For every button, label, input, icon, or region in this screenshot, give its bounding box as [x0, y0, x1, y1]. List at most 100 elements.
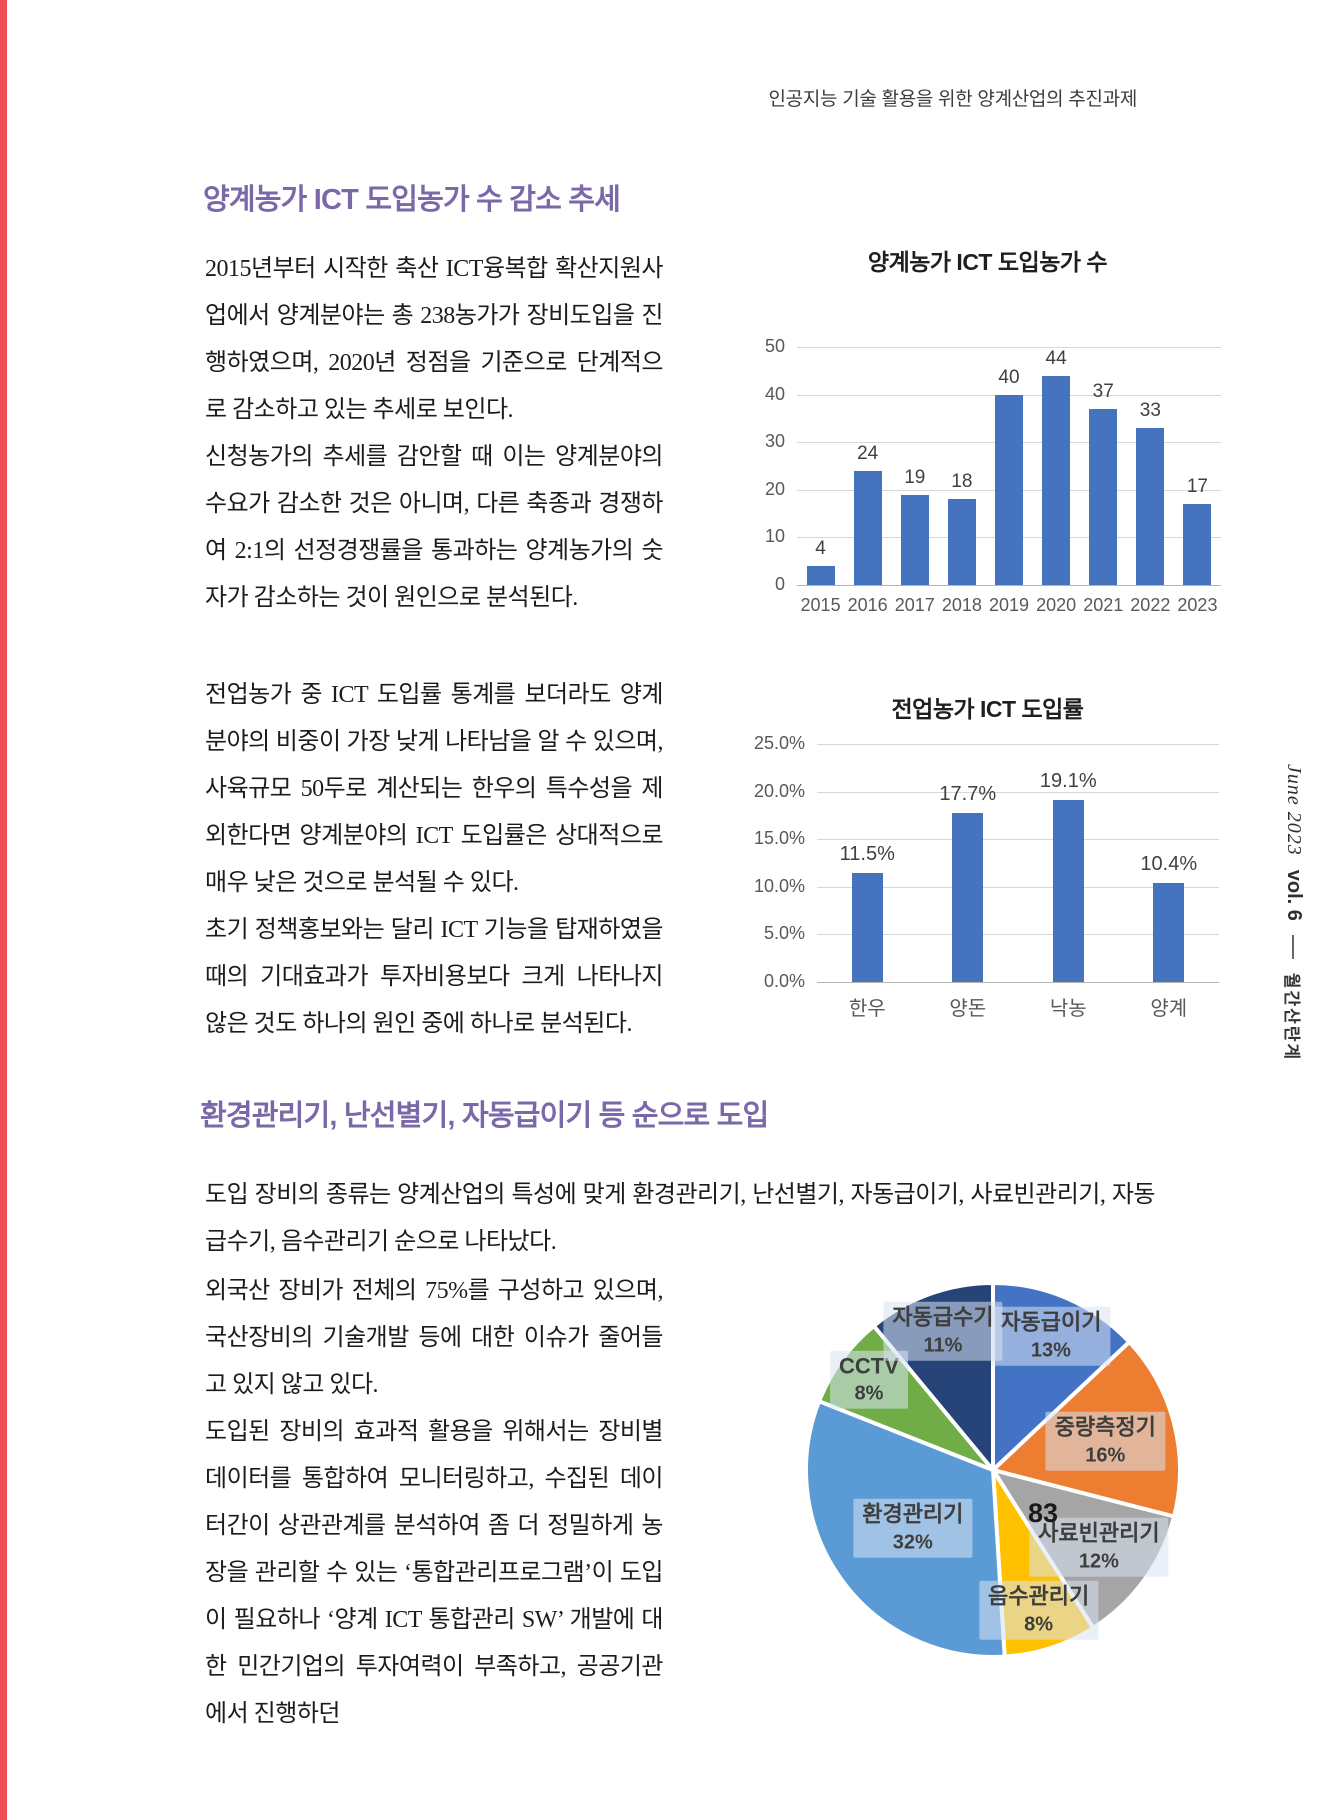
y-axis-tick-label: 20 [764, 478, 785, 499]
bar-value-label: 11.5% [839, 842, 895, 865]
y-axis-tick-label: 10.0% [753, 875, 805, 896]
bar-value-label: 40 [998, 366, 1020, 388]
bar [995, 394, 1023, 585]
x-axis-category-label: 2016 [847, 595, 888, 615]
pie-slice-percent: 8% [854, 1383, 884, 1406]
gridline [817, 982, 1219, 983]
bar-value-label: 19.1% [1039, 770, 1097, 793]
section1-heading: 양계농가 ICT 도입농가 수 감소 추세 [203, 184, 621, 216]
magazine-name: 월간산란계 [1282, 972, 1301, 1062]
side-tab: June 2023 vol. 6 월간산란계 [1281, 764, 1306, 1061]
section1-column-block2: 전업농가 중 ICT 도입률 통계를 보더라도 양계분야의 비중이 가장 낮게 … [205, 672, 664, 1048]
y-axis-tick-label: 10 [764, 526, 785, 547]
x-axis-category-label: 2018 [941, 595, 982, 615]
pie-slice-name: 음수관리기 [988, 1584, 1090, 1610]
pie-slice-percent: 12% [1078, 1550, 1119, 1573]
bar [1136, 427, 1165, 585]
chart-title: 전업농가 ICT 도입률 [891, 696, 1084, 722]
x-axis-category-label: 낙농 [1049, 998, 1087, 1020]
x-axis-category-label: 양돈 [949, 998, 987, 1020]
bar [1052, 800, 1084, 982]
y-axis-tick-label: 20.0% [753, 780, 805, 801]
pie-slice-name: 자동급수기 [892, 1304, 994, 1330]
gridline [817, 744, 1219, 745]
side-tab-divider [1292, 934, 1295, 959]
paragraph: 전업농가 중 ICT 도입률 통계를 보더라도 양계분야의 비중이 가장 낮게 … [205, 682, 664, 896]
pie-slice-percent: 8% [1024, 1613, 1054, 1636]
bar-value-label: 33 [1139, 399, 1161, 421]
y-axis-tick-label: 5.0% [763, 923, 805, 944]
gridline [797, 347, 1221, 348]
section2-heading: 환경관리기, 난선별기, 자동급이기 등 순으로 도입 [200, 1100, 769, 1132]
x-axis-category-label: 2022 [1130, 595, 1171, 615]
y-axis-tick-label: 30 [764, 431, 785, 452]
y-axis-tick-label: 0 [774, 574, 785, 594]
x-axis-category-label: 한우 [848, 998, 886, 1020]
bar [1089, 408, 1118, 585]
left-accent-strip [0, 0, 7, 1820]
y-axis-tick-label: 0.0% [763, 971, 805, 991]
bar [947, 499, 976, 585]
pie-slice-label: 자동급수기 11% [883, 1301, 1003, 1361]
x-axis-category-label: 2017 [894, 595, 935, 615]
section1-column-block1: 2015년부터 시작한 축산 ICT융복합 확산지원사업에서 양계분야는 총 2… [205, 246, 664, 622]
pie-slice-label: 중량측정기 16% [1045, 1411, 1165, 1471]
pie-slice-percent: 16% [1085, 1444, 1126, 1467]
bar-value-label: 24 [857, 442, 879, 464]
y-axis-tick-label: 25.0% [753, 733, 805, 753]
paragraph: 2015년부터 시작한 축산 ICT융복합 확산지원사업에서 양계분야는 총 2… [205, 256, 664, 423]
section2-intro-paragraph: 도입 장비의 종류는 양계산업의 특성에 맞게 환경관리기, 난선별기, 자동급… [205, 1182, 1156, 1255]
section2-column-text: 외국산 장비가 전체의 75%를 구성하고 있으며, 국산장비의 기술개발 등에… [205, 1268, 664, 1738]
bar [1153, 882, 1185, 982]
pie-slice-name: 환경관리기 [862, 1501, 964, 1527]
bar [952, 813, 984, 982]
x-axis-category-label: 2020 [1036, 595, 1077, 615]
gridline [817, 839, 1219, 841]
bar-value-label: 19 [904, 466, 926, 488]
bar [851, 872, 883, 982]
pie-slice-label: 환경관리기 32% [853, 1498, 973, 1558]
bar [900, 494, 929, 585]
bar-chart-ict-farm-count: 양계농가 ICT 도입농가 수 0 10 20 30 40 50 4 2015 24 2016 19 2… [740, 237, 1235, 637]
page-number: 83 [1028, 1498, 1059, 1528]
paragraph: 도입된 장비의 효과적 활용을 위해서는 장비별 데이터를 통합하여 모니터링하… [205, 1419, 664, 1727]
x-axis-category-label: 양계 [1150, 998, 1188, 1020]
pie-slice-percent: 13% [1030, 1339, 1071, 1362]
bar [853, 470, 882, 585]
gridline [817, 791, 1219, 793]
bar [806, 565, 835, 585]
paragraph: 외국산 장비가 전체의 75%를 구성하고 있으며, 국산장비의 기술개발 등에… [205, 1278, 664, 1398]
gridline [797, 585, 1221, 586]
x-axis-category-label: 2019 [988, 595, 1030, 615]
bar-value-label: 17.7% [939, 783, 997, 806]
bar-value-label: 10.4% [1140, 852, 1198, 875]
x-axis-category-label: 2023 [1177, 595, 1218, 615]
pie-slice-label: 사료빈관리기 12% [1029, 1517, 1169, 1577]
y-axis-tick-label: 15.0% [753, 828, 805, 849]
bar-value-label: 17 [1186, 476, 1208, 498]
chart-title: 양계농가 ICT 도입농가 수 [867, 249, 1108, 275]
x-axis-category-label: 2021 [1083, 595, 1124, 615]
pie-chart-equipment-share: 자동급이기 13% 중량측정기 16% 사료빈관리기 12% 음수관리기 8% 환경관리기 32%… [740, 1263, 1245, 1703]
issue-date: June 2023 [1283, 764, 1305, 856]
bar-value-label: 37 [1092, 380, 1114, 402]
y-axis-tick-label: 40 [764, 383, 785, 404]
bar-value-label: 44 [1045, 347, 1067, 369]
pie-slice-percent: 11% [923, 1334, 963, 1357]
x-axis-category-label: 2015 [800, 595, 841, 615]
pie-slice-label: 자동급이기 13% [991, 1306, 1111, 1366]
pie-slice-label: 음수관리기 8% [979, 1581, 1099, 1640]
pie-slice-name: 중량측정기 [1054, 1414, 1156, 1440]
bar-value-label: 4 [815, 537, 826, 559]
gridline [817, 886, 1219, 888]
bar [1042, 375, 1071, 585]
volume-label: vol. 6 [1283, 869, 1305, 921]
paragraph: 초기 정책홍보와는 달리 ICT 기능을 탑재하였을 때의 기대효과가 투자비용… [205, 917, 664, 1037]
bar-chart-ict-adoption-rate: 전업농가 ICT 도입률 0.0% 5.0% 10.0% 15.0% 20.0% 25.0%… [740, 688, 1235, 1038]
bar [1183, 504, 1212, 585]
running-header: 인공지능 기술 활용을 위한 양계산업의 추진과제 [768, 89, 1138, 110]
pie-slice-percent: 32% [892, 1531, 933, 1554]
paragraph: 신청농가의 추세를 감안할 때 이는 양계분야의 수요가 감소한 것은 아니며,… [205, 444, 664, 611]
pie-slice-name: 사료빈관리기 [1038, 1520, 1160, 1546]
